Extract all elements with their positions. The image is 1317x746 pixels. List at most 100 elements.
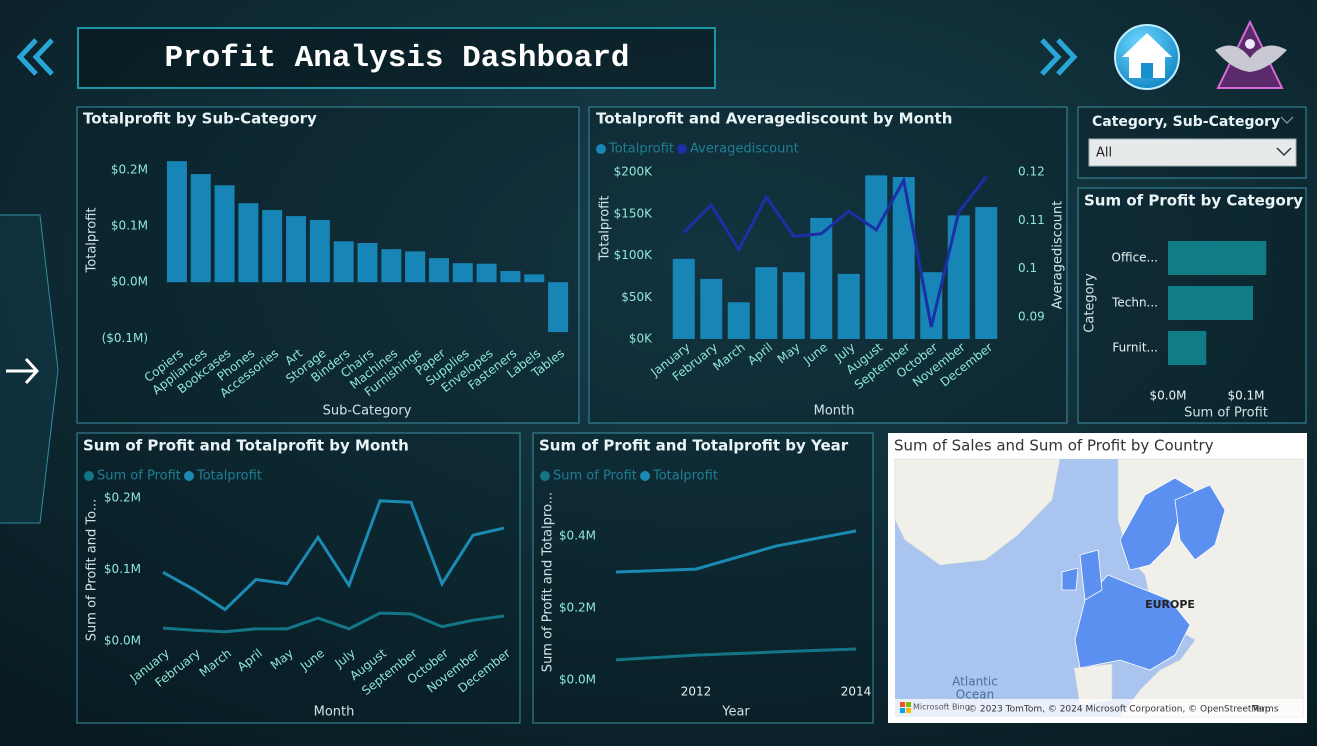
bar [452, 263, 473, 283]
legend-label: Totalprofit [608, 142, 674, 157]
logo [1215, 19, 1287, 89]
y-tick-label: $200K [614, 165, 654, 179]
y-axis-title: Category [1083, 273, 1098, 333]
title-box [77, 27, 716, 89]
back-button[interactable] [16, 38, 54, 76]
x-tick-label: 2012 [681, 685, 712, 699]
y-tick-label: Techn... [1111, 296, 1158, 310]
x-axis-title: Month [814, 404, 855, 419]
slicer-value: All [1096, 146, 1112, 161]
y-tick-label: 0.1 [1018, 261, 1037, 275]
bar [865, 175, 888, 339]
y-tick-label: Furnit... [1112, 341, 1158, 355]
bar [672, 258, 695, 339]
y-axis-title: Sum of Profit and Totalpro... [541, 492, 556, 672]
home-button[interactable] [1114, 24, 1180, 90]
bar [357, 242, 378, 283]
bar [190, 174, 211, 283]
legend-marker [540, 471, 550, 481]
bar [975, 207, 998, 339]
bar [837, 273, 860, 339]
bar [1168, 286, 1254, 320]
slicer-dropdown[interactable] [1088, 138, 1297, 167]
map-label: Atlantic [952, 675, 998, 689]
side-panel-toggle[interactable] [0, 214, 59, 524]
legend-label: Sum of Profit [553, 469, 637, 484]
map-terms[interactable]: Terms [1251, 705, 1279, 715]
y-tick-label: $0.2M [559, 601, 596, 615]
bar [214, 185, 235, 283]
bar [309, 220, 330, 283]
bar [700, 278, 723, 339]
forward-button[interactable] [1040, 38, 1078, 76]
bar [381, 249, 402, 283]
legend-marker [84, 471, 94, 481]
bar [405, 251, 426, 283]
panel [532, 432, 874, 724]
y-axis-title: Totalprofit [85, 208, 100, 274]
legend-label: Totalprofit [196, 469, 262, 484]
bar [782, 272, 805, 339]
line [615, 529, 857, 574]
y-tick-label: 0.09 [1018, 309, 1045, 323]
x-axis-title: Year [721, 705, 750, 720]
y-tick-label: Office... [1112, 251, 1158, 265]
bar [892, 177, 915, 339]
map-label: Ocean [956, 688, 994, 702]
y-tick-label: $0.0M [559, 673, 596, 687]
line [615, 647, 857, 662]
chart-title: Sum of Profit by Category [1084, 192, 1303, 210]
bar [727, 302, 750, 339]
chart-title: Sum of Profit and Totalprofit by Month [83, 437, 409, 455]
legend-marker [640, 471, 650, 481]
x-axis-title: Sum of Profit [1184, 406, 1268, 421]
y2-axis-title: Averagediscount [1051, 201, 1066, 310]
map[interactable] [888, 433, 1307, 723]
slicer-icon[interactable] [1280, 116, 1294, 124]
map-title: Sum of Sales and Sum of Profit by Countr… [894, 437, 1214, 455]
slicer-label: Category, Sub-Category [1092, 114, 1280, 130]
bar [524, 274, 545, 283]
bar [286, 216, 307, 283]
y-tick-label: $0.0M [111, 275, 148, 289]
bar [238, 203, 259, 283]
x-tick-label: $0.1M [1227, 389, 1264, 403]
bar [333, 241, 354, 283]
y-tick-label: $0.1M [111, 219, 148, 233]
bar [755, 267, 778, 339]
bar [548, 282, 569, 333]
chart-title: Totalprofit by Sub-Category [83, 110, 317, 128]
y-axis-title: Sum of Profit and To... [85, 499, 100, 641]
bar [428, 258, 449, 283]
y-tick-label: $0.2M [104, 491, 141, 505]
chart-title: Sum of Profit and Totalprofit by Year [539, 437, 849, 455]
bar [947, 215, 970, 339]
bar [1168, 331, 1207, 365]
y-axis-title: Totalprofit [598, 196, 613, 262]
x-tick-label: 2014 [841, 685, 872, 699]
legend-marker [184, 471, 194, 481]
bar [500, 271, 521, 283]
legend-label: Sum of Profit [97, 469, 181, 484]
map-brand: Microsoft Bing [913, 703, 970, 712]
bar [262, 209, 283, 283]
y-tick-label: $0K [629, 332, 653, 346]
y-tick-label: $0.1M [104, 562, 141, 576]
bar [1168, 241, 1267, 275]
dashboard-title: Profit Analysis Dashboard [164, 41, 629, 76]
y-tick-label: $0.0M [104, 634, 141, 648]
y-tick-label: ($0.1M) [102, 331, 148, 345]
line [162, 499, 505, 612]
line [682, 175, 988, 328]
y-tick-label: $50K [621, 290, 653, 304]
legend-marker [677, 144, 687, 154]
map-attribution: © 2023 TomTom, © 2024 Microsoft Corporat… [968, 705, 1271, 715]
y-tick-label: $100K [614, 248, 654, 262]
line [162, 611, 505, 634]
chart-title: Totalprofit and Averagediscount by Month [596, 110, 952, 128]
y-tick-label: $0.2M [111, 163, 148, 177]
map-label: EUROPE [1145, 598, 1195, 611]
bar [810, 217, 833, 339]
bar [166, 161, 187, 283]
